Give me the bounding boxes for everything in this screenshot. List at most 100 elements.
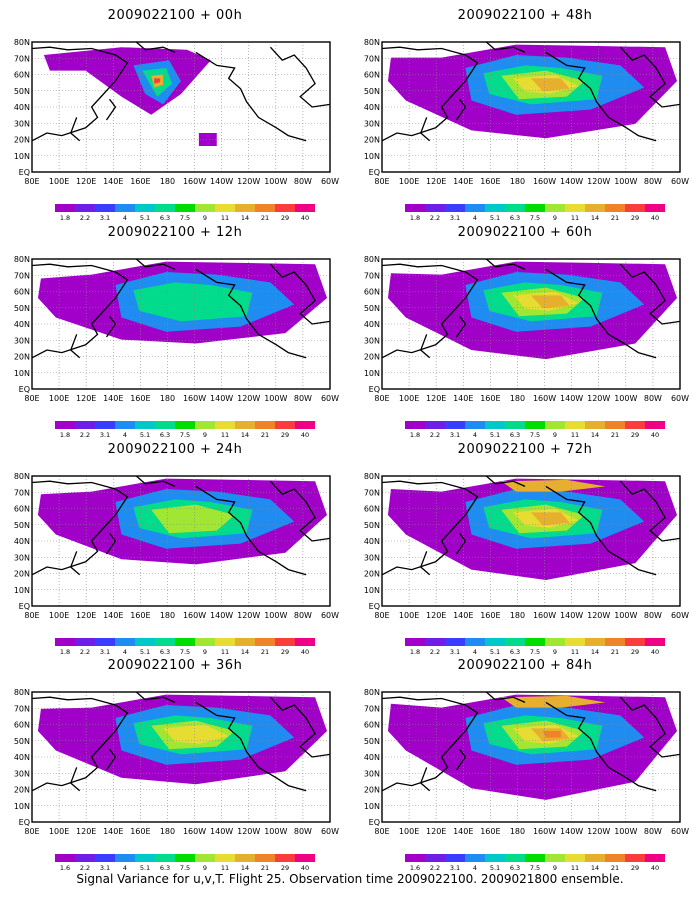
lon-label: 100W: [614, 394, 637, 403]
coastline: [195, 268, 307, 359]
coastline: [455, 748, 467, 771]
colorbar-swatch: [135, 854, 155, 862]
colorbar-label: 11: [221, 648, 229, 656]
lon-label: 120E: [76, 177, 96, 186]
lat-label: EQ: [19, 385, 30, 394]
coastline: [69, 551, 81, 576]
colorbar-label: 21: [611, 648, 619, 656]
colorbar-label: 40: [301, 431, 309, 439]
lon-label: 120E: [426, 611, 446, 620]
colorbar-label: 21: [261, 214, 269, 222]
lon-label: 100W: [264, 827, 287, 836]
lat-label: 70N: [14, 54, 30, 63]
colorbar-swatch: [155, 638, 175, 646]
panel-title: 2009022100 + 00h: [107, 8, 243, 23]
colorbar-swatch: [75, 204, 95, 212]
lon-label: 120W: [587, 827, 610, 836]
colorbar-swatch: [75, 421, 95, 429]
lat-label: 70N: [364, 488, 380, 497]
lat-label: 40N: [364, 753, 380, 762]
colorbar-label: 21: [261, 648, 269, 656]
colorbar-swatch: [95, 421, 115, 429]
lon-label: 180: [160, 611, 175, 620]
colorbar-label: 7.5: [530, 648, 540, 656]
coastline: [455, 532, 467, 555]
colorbar-label: 6.3: [160, 864, 170, 872]
lon-label: 140W: [210, 394, 233, 403]
colorbar-swatch: [485, 638, 505, 646]
variance-contour: [542, 731, 561, 738]
colorbar-swatch: [425, 421, 445, 429]
colorbar-label: 21: [611, 864, 619, 872]
colorbar-swatch: [75, 638, 95, 646]
variance-contour: [501, 695, 606, 708]
lon-label: 160W: [183, 177, 206, 186]
lon-label: 140W: [560, 177, 583, 186]
colorbar-label: 9: [203, 431, 207, 439]
lon-label: 120E: [76, 611, 96, 620]
colorbar-swatch: [55, 638, 75, 646]
colorbar-label: 2.2: [80, 214, 90, 222]
lon-label: 100E: [399, 611, 419, 620]
colorbar-swatch: [215, 204, 235, 212]
colorbar-swatch: [465, 421, 485, 429]
lon-label: 100E: [399, 827, 419, 836]
lat-label: 30N: [364, 119, 380, 128]
forecast-panel-72h: 2009022100 + 72h 80N 70N 60N 50N 40N 30N 20N 10…: [360, 442, 690, 656]
colorbar-swatch: [155, 854, 175, 862]
colorbar: 1.8 2.2 3.1 4 5.1 6.3 7.5 9 11 14 21 29 40: [55, 638, 315, 656]
colorbar-swatch: [585, 421, 605, 429]
lat-label: 20N: [14, 353, 30, 362]
lon-label: 120W: [237, 394, 260, 403]
colorbar-swatch: [545, 638, 565, 646]
lon-label: 100W: [614, 177, 637, 186]
lon-label: 160W: [183, 827, 206, 836]
colorbar-label: 2.2: [430, 648, 440, 656]
colorbar-label: 29: [281, 431, 289, 439]
coastline: [269, 46, 331, 108]
variance-contour: [151, 504, 235, 534]
lon-label: 120E: [426, 394, 446, 403]
coastline: [135, 41, 176, 53]
colorbar-label: 1.6: [410, 864, 420, 872]
lat-label: 50N: [364, 737, 380, 746]
lon-label: 100W: [614, 827, 637, 836]
lat-label: 10N: [364, 152, 380, 161]
coastline: [69, 767, 81, 792]
lat-label: 20N: [364, 353, 380, 362]
lon-label: 160E: [130, 611, 150, 620]
colorbar-label: 11: [571, 864, 579, 872]
colorbar-label: 3.1: [450, 214, 460, 222]
colorbar-label: 2.2: [80, 648, 90, 656]
coastline: [419, 551, 431, 576]
colorbar-label: 6.3: [510, 648, 520, 656]
colorbar-swatch: [425, 638, 445, 646]
colorbar-swatch: [115, 638, 135, 646]
colorbar-swatch: [585, 854, 605, 862]
coastline: [195, 51, 307, 142]
variance-contour: [163, 724, 229, 744]
lon-label: 120W: [237, 611, 260, 620]
lat-label: 40N: [364, 103, 380, 112]
colorbar-swatch: [215, 421, 235, 429]
coastline: [31, 46, 129, 142]
colorbar-label: 40: [651, 431, 659, 439]
colorbar-label: 4: [473, 864, 477, 872]
lon-label: 180: [160, 827, 175, 836]
colorbar-label: 6.3: [510, 214, 520, 222]
colorbar-label: 3.1: [100, 431, 110, 439]
colorbar-swatch: [135, 421, 155, 429]
lat-label: 70N: [14, 488, 30, 497]
colorbar-label: 1.8: [410, 214, 420, 222]
lon-label: 120W: [237, 177, 260, 186]
lat-label: 80N: [364, 255, 380, 264]
lon-label: 120W: [587, 177, 610, 186]
colorbar-label: 7.5: [180, 864, 190, 872]
colorbar-label: 11: [571, 648, 579, 656]
lon-label: 100E: [399, 177, 419, 186]
lat-label: 70N: [14, 271, 30, 280]
lon-label: 160E: [130, 394, 150, 403]
